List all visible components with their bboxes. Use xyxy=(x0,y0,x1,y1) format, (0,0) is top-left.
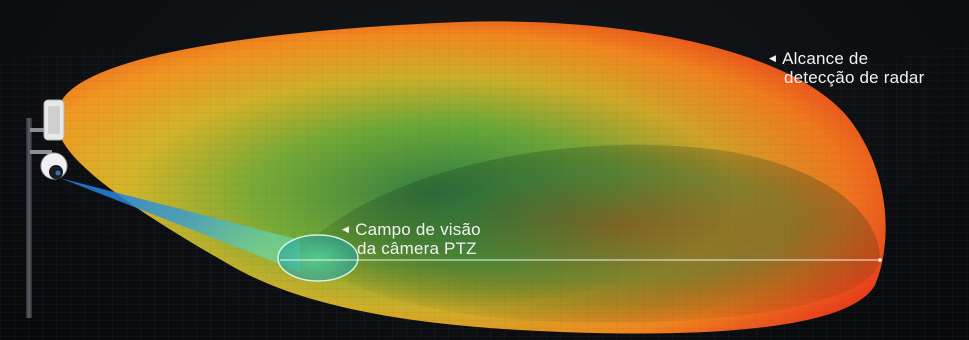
mounting-bracket xyxy=(30,128,52,132)
ptz-fov-text-1: Campo de visão xyxy=(355,220,481,239)
radar-range-label-line1: ◀ Alcance de xyxy=(769,50,924,69)
ptz-fov-label: ◀ Campo de visão da câmera PTZ xyxy=(342,221,481,258)
arrow-left-icon: ◀ xyxy=(342,223,350,234)
range-line-endpoint xyxy=(878,258,882,262)
ptz-view-beam xyxy=(60,178,300,272)
arrow-left-icon: ◀ xyxy=(769,52,777,63)
mounting-pole xyxy=(26,118,32,318)
ptz-view-ellipse xyxy=(277,234,359,282)
camera-arm xyxy=(30,150,52,154)
ptz-fov-label-line1: ◀ Campo de visão xyxy=(342,221,481,240)
radar-range-text-2: detecção de radar xyxy=(784,67,925,87)
radar-range-label: ◀ Alcance de detecção de radar xyxy=(769,50,924,87)
ptz-fov-text-2: da câmera PTZ xyxy=(357,238,477,258)
radar-camera-device xyxy=(26,99,68,318)
radar-inner-lobe xyxy=(300,144,880,323)
radar-range-text-1: Alcance de xyxy=(782,49,869,68)
